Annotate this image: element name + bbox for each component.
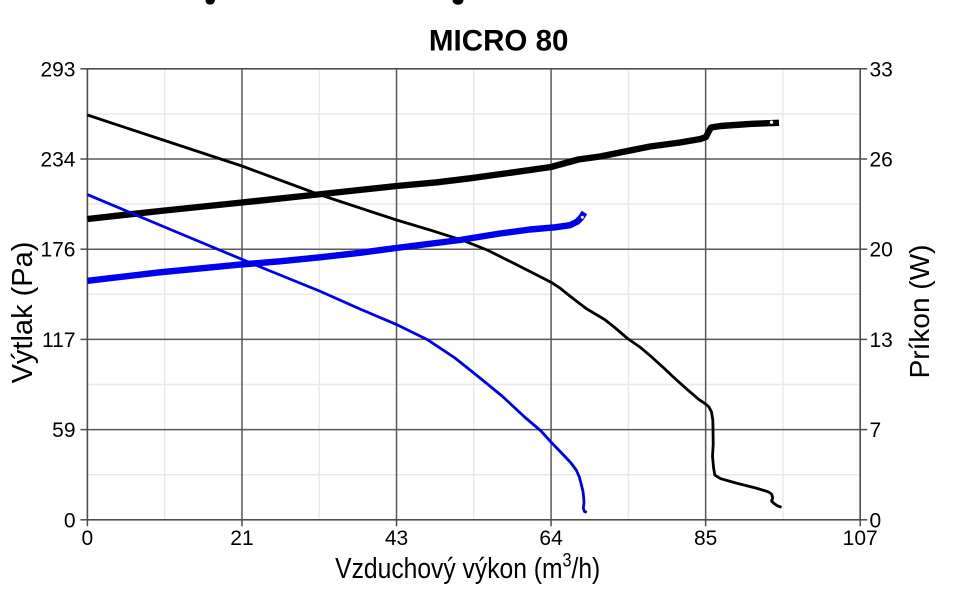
svg-text:Vzduchový výkon (m3/h): Vzduchový výkon (m3/h) bbox=[335, 549, 600, 584]
svg-text:20: 20 bbox=[870, 239, 893, 262]
svg-text:107: 107 bbox=[843, 527, 878, 550]
svg-text:Príkon (W): Príkon (W) bbox=[904, 245, 935, 379]
svg-text:43: 43 bbox=[385, 527, 408, 550]
svg-text:33: 33 bbox=[870, 58, 893, 81]
svg-text:234: 234 bbox=[40, 149, 75, 172]
svg-text:293: 293 bbox=[40, 58, 75, 81]
svg-text:7: 7 bbox=[870, 419, 882, 442]
svg-text:85: 85 bbox=[694, 527, 717, 550]
svg-text:64: 64 bbox=[539, 527, 563, 550]
svg-text:Výtlak (Pa): Výtlak (Pa) bbox=[7, 242, 39, 384]
svg-text:0: 0 bbox=[870, 509, 882, 532]
svg-text:0: 0 bbox=[82, 527, 94, 550]
svg-text:26: 26 bbox=[870, 149, 893, 172]
svg-text:59: 59 bbox=[52, 419, 75, 442]
svg-text:21: 21 bbox=[230, 527, 253, 550]
svg-text:0: 0 bbox=[64, 509, 76, 532]
svg-text:117: 117 bbox=[42, 329, 75, 352]
svg-text:MICRO 80: MICRO 80 bbox=[429, 24, 569, 57]
svg-text:13: 13 bbox=[870, 329, 893, 352]
svg-text:176: 176 bbox=[40, 239, 75, 262]
